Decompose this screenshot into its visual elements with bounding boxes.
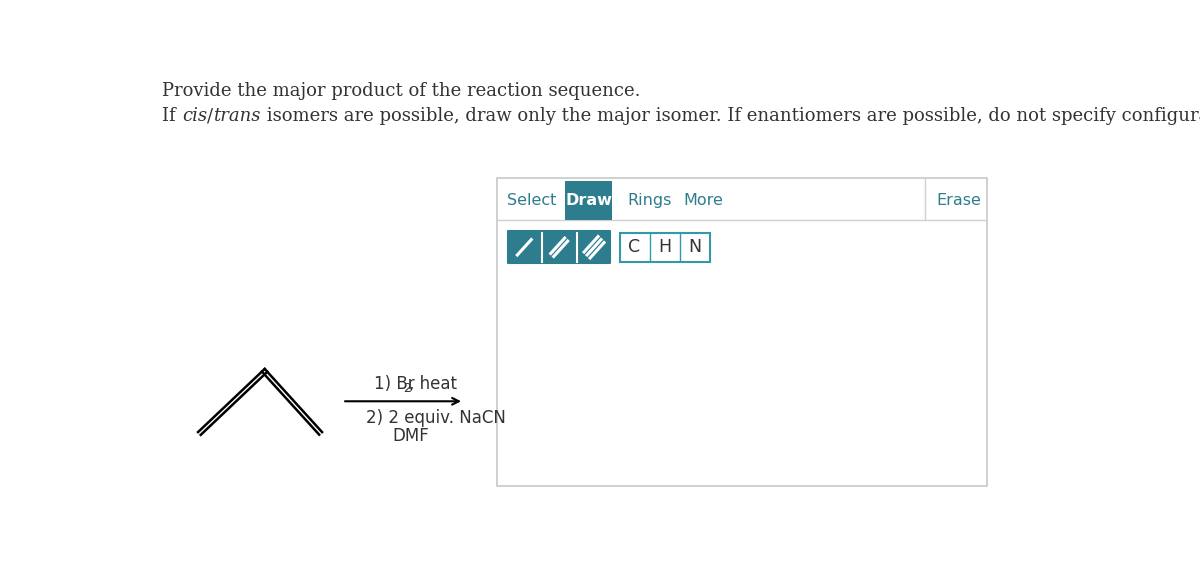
Text: 2) 2 equiv. NaCN: 2) 2 equiv. NaCN: [366, 409, 505, 427]
Text: Select: Select: [506, 193, 556, 208]
Text: More: More: [684, 193, 724, 208]
Text: /: /: [206, 107, 214, 125]
Bar: [542, 231, 576, 264]
Text: Provide the major product of the reaction sequence.: Provide the major product of the reactio…: [162, 82, 641, 101]
Text: DMF: DMF: [392, 427, 428, 445]
Bar: [497, 178, 986, 486]
Text: trans: trans: [214, 107, 260, 125]
Text: C: C: [629, 239, 641, 256]
Text: cis: cis: [181, 107, 206, 125]
Bar: [578, 231, 611, 264]
Text: If: If: [162, 107, 181, 125]
Bar: [619, 233, 709, 262]
Text: 1) Br: 1) Br: [373, 375, 414, 394]
Bar: [508, 231, 611, 264]
Text: , heat: , heat: [409, 375, 457, 394]
Text: 2: 2: [403, 382, 410, 395]
Text: Rings: Rings: [626, 193, 671, 208]
Bar: [508, 231, 541, 264]
Text: Erase: Erase: [937, 193, 982, 208]
Text: isomers are possible, draw only the major isomer. If enantiomers are possible, d: isomers are possible, draw only the majo…: [260, 107, 1200, 125]
Text: H: H: [658, 239, 671, 256]
Text: Draw: Draw: [565, 193, 612, 208]
Text: N: N: [689, 239, 701, 256]
Bar: [565, 181, 612, 220]
